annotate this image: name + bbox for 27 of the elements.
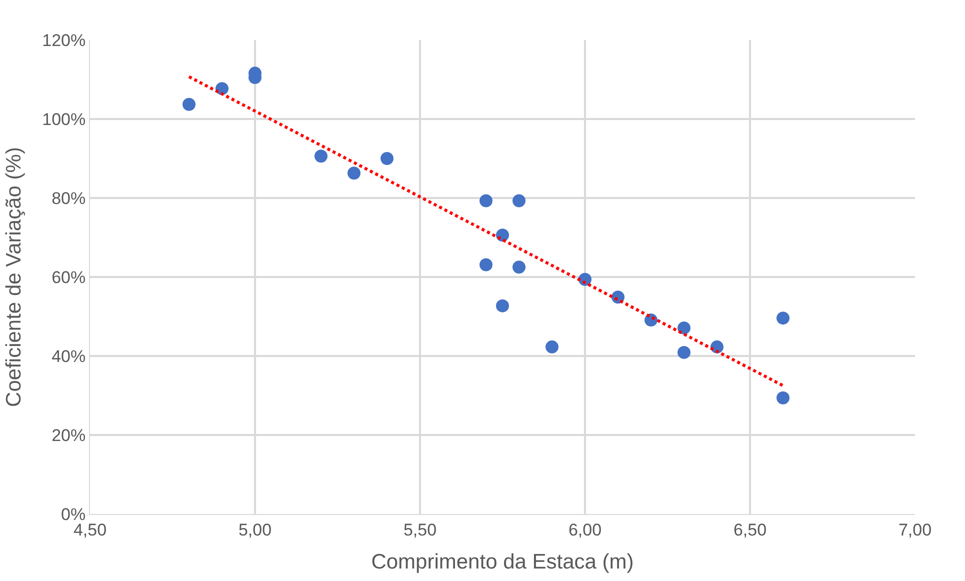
- y-tick-label: 40%: [52, 346, 86, 366]
- x-tick-label: 6,50: [733, 520, 767, 540]
- x-axis-title: Comprimento da Estaca (m): [371, 550, 634, 574]
- point: [776, 391, 790, 404]
- y-tick-label: 120%: [42, 30, 86, 50]
- x-tick-label: 5,00: [238, 520, 272, 540]
- point: [480, 194, 492, 208]
- y-tick-label: 80%: [52, 188, 86, 208]
- point: [314, 150, 328, 163]
- x-tick-label: 7,00: [898, 520, 932, 540]
- y-tick-label: 100%: [42, 110, 86, 129]
- point: [380, 152, 394, 165]
- point: [678, 346, 690, 359]
- point: [512, 260, 526, 274]
- point: [776, 312, 790, 325]
- point: [496, 299, 509, 312]
- y-axis-title: Coeficiente de Variação (%): [2, 147, 26, 407]
- point: [480, 258, 492, 272]
- point: [546, 340, 558, 354]
- x-tick-label: 5,50: [403, 520, 437, 540]
- point: [678, 321, 690, 334]
- y-tick-label: 20%: [52, 426, 86, 445]
- point: [182, 98, 196, 111]
- point: [512, 194, 526, 208]
- point: [348, 166, 360, 180]
- y-tick-label: 60%: [52, 268, 86, 287]
- x-tick-label: 6,00: [568, 520, 602, 540]
